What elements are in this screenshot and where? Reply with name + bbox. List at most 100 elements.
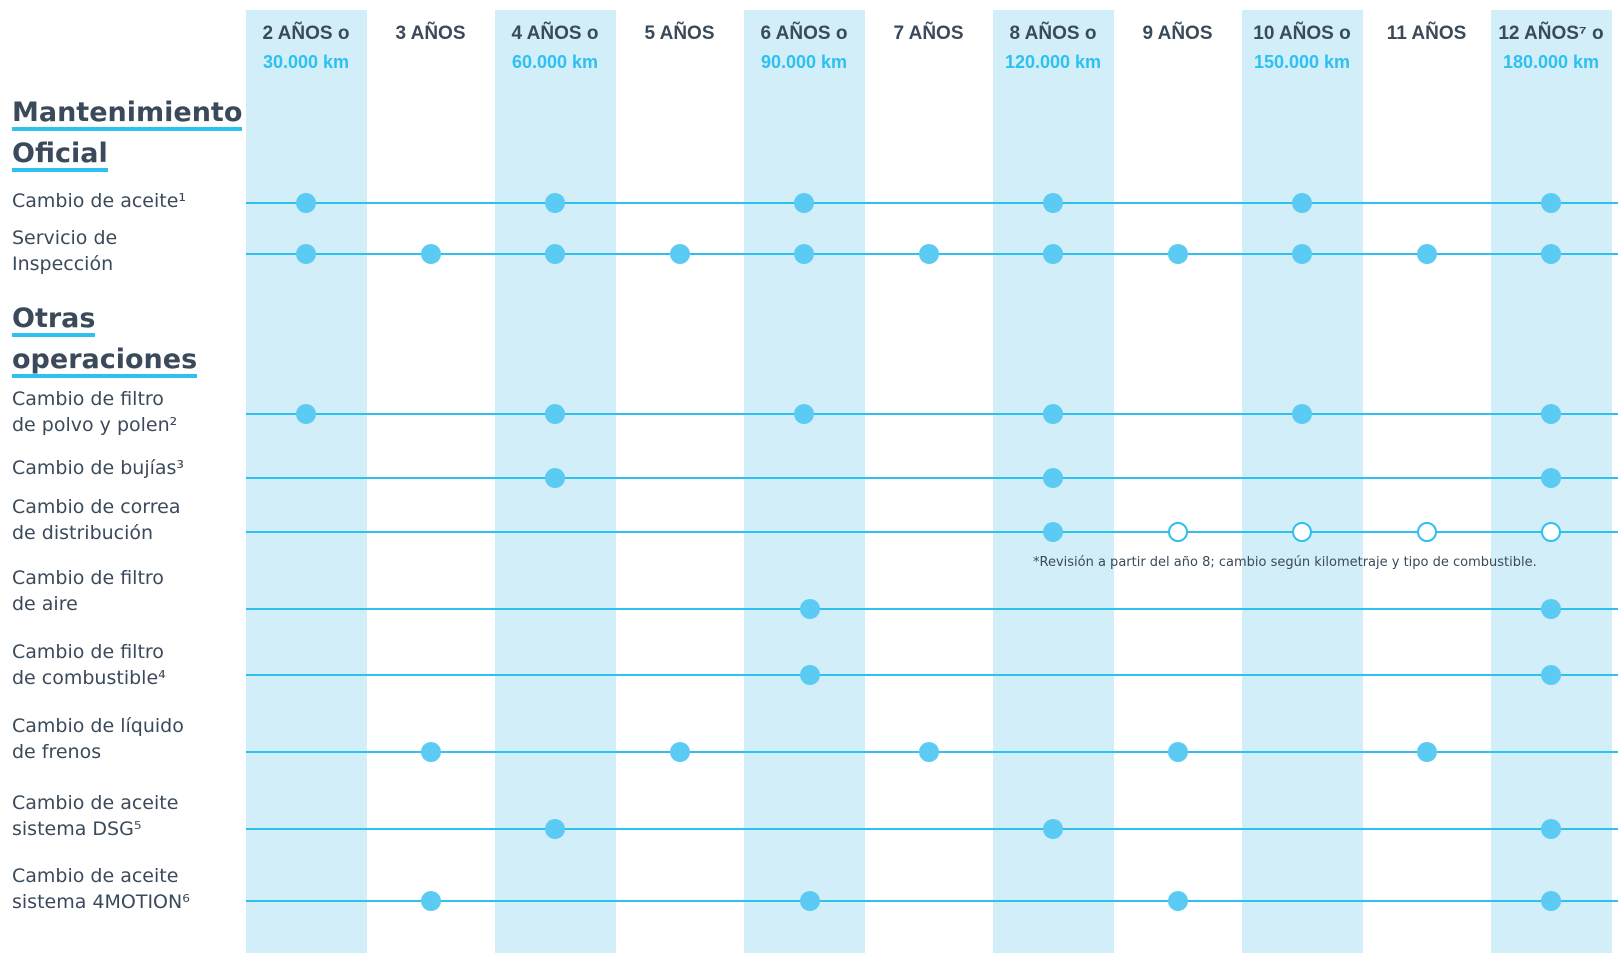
filled-dot-marker (794, 404, 814, 424)
filled-dot-marker (1043, 193, 1063, 213)
open-dot-marker (1167, 522, 1188, 542)
filled-dot-marker (1541, 193, 1561, 213)
row-label-line: Cambio de bujías³ (12, 457, 185, 479)
filled-dot-marker (1167, 891, 1188, 911)
filled-dot-marker (669, 244, 690, 264)
section-title-line: Oficial (12, 140, 108, 172)
filled-dot-marker (545, 193, 565, 213)
section-title-line: Mantenimiento (12, 99, 243, 131)
row-label-line: Inspección (12, 253, 114, 275)
column-km: 120.000 km (1004, 52, 1102, 72)
row-label-line: de aire (12, 593, 78, 615)
filled-dot-marker (545, 244, 565, 264)
row-timeline (246, 608, 1618, 610)
filled-dot-marker (1043, 522, 1063, 542)
column-year: 3 AÑOS (395, 23, 466, 44)
row-label: Cambio de aceite¹ (12, 188, 237, 214)
filled-dot-marker (1292, 244, 1312, 264)
filled-dot-marker (1167, 244, 1188, 264)
column-header: 7 AÑOS (854, 20, 1004, 48)
column-header: 10 AÑOS o 150.000 km (1227, 20, 1377, 76)
column-header: 3 AÑOS (356, 20, 506, 48)
filled-dot-marker (918, 244, 939, 264)
filled-dot-marker (1043, 404, 1063, 424)
filled-dot-marker (420, 891, 441, 911)
column-header: 5 AÑOS (605, 20, 755, 48)
column-header: 2 AÑOS o 30.000 km (231, 20, 381, 76)
column-band (1241, 10, 1363, 953)
row-label-line: Cambio de líquido (12, 715, 184, 737)
column-header: 8 AÑOS o 120.000 km (978, 20, 1128, 76)
column-km: 60.000 km (511, 52, 599, 72)
row-label-line: de polvo y polen² (12, 414, 178, 436)
filled-dot-marker (794, 244, 814, 264)
filled-dot-marker (1541, 891, 1561, 911)
row-label: Cambio de filtro de combustible⁴ (12, 639, 237, 691)
row-label: Cambio de líquido de frenos (12, 713, 237, 765)
column-band (743, 10, 865, 953)
filled-dot-marker (1541, 468, 1561, 488)
row-timeline (246, 900, 1618, 902)
section-title-line: operaciones (12, 346, 198, 378)
filled-dot-marker (1541, 819, 1561, 839)
row-timeline (246, 531, 1618, 533)
section-title: Otras operaciones (12, 302, 198, 384)
column-km: 180.000 km (1502, 52, 1600, 72)
row-label-line: sistema 4MOTION⁶ (12, 891, 190, 913)
column-year: 6 AÑOS o (760, 23, 848, 44)
filled-dot-marker (669, 742, 690, 762)
filled-dot-marker (1043, 244, 1063, 264)
filled-dot-marker (918, 742, 939, 762)
filled-dot-marker (1416, 742, 1437, 762)
filled-dot-marker (545, 404, 565, 424)
column-year: 11 AÑOS (1386, 23, 1467, 44)
row-label-line: Cambio de aceite (12, 865, 179, 887)
row-label-line: sistema DSG⁵ (12, 818, 142, 840)
row-label: Cambio de correa de distribución (12, 494, 237, 546)
column-km: 150.000 km (1253, 52, 1351, 72)
row-label: Cambio de filtro de polvo y polen² (12, 386, 237, 438)
column-km: 90.000 km (760, 52, 848, 72)
column-year: 8 AÑOS o (1009, 23, 1097, 44)
row-label-line: Cambio de filtro (12, 388, 164, 410)
column-year: 5 AÑOS (644, 23, 715, 44)
filled-dot-marker (296, 244, 316, 264)
row-label: Servicio de Inspección (12, 225, 237, 277)
column-year: 10 AÑOS o (1253, 23, 1351, 44)
column-header: 11 AÑOS (1352, 20, 1502, 48)
row-label: Cambio de aceite sistema 4MOTION⁶ (12, 863, 237, 915)
row-timeline (246, 413, 1618, 415)
filled-dot-marker (1043, 819, 1063, 839)
row-label-line: de frenos (12, 741, 102, 763)
row-label: Cambio de aceite sistema DSG⁵ (12, 790, 237, 842)
column-header: 9 AÑOS (1103, 20, 1253, 48)
filled-dot-marker (1167, 742, 1188, 762)
open-dot-marker (1292, 522, 1312, 542)
filled-dot-marker (1541, 404, 1561, 424)
column-year: 2 AÑOS o (262, 23, 350, 44)
filled-dot-marker (420, 742, 441, 762)
open-dot-marker (1416, 522, 1437, 542)
column-year: 9 AÑOS (1142, 23, 1213, 44)
filled-dot-marker (296, 404, 316, 424)
row-timeline (246, 477, 1618, 479)
filled-dot-marker (545, 468, 565, 488)
filled-dot-marker (1541, 665, 1561, 685)
filled-dot-marker (794, 193, 814, 213)
column-header: 6 AÑOS o 90.000 km (729, 20, 879, 76)
column-year: 7 AÑOS (893, 23, 964, 44)
row-label-line: Cambio de aceite (12, 792, 179, 814)
row-label-line: Cambio de filtro (12, 567, 164, 589)
row-timeline (246, 674, 1618, 676)
filled-dot-marker (1043, 468, 1063, 488)
section-title: Mantenimiento Oficial (12, 96, 243, 178)
filled-dot-marker (420, 244, 441, 264)
column-year: 12 AÑOS⁷ o (1498, 23, 1604, 44)
column-header: 4 AÑOS o 60.000 km (480, 20, 630, 76)
filled-dot-marker (1541, 244, 1561, 264)
row-label-line: Cambio de aceite¹ (12, 190, 187, 212)
row-label-line: Servicio de (12, 227, 118, 249)
open-dot-marker (1541, 522, 1561, 542)
column-header: 12 AÑOS⁷ o 180.000 km (1476, 20, 1618, 76)
filled-dot-marker (1292, 193, 1312, 213)
